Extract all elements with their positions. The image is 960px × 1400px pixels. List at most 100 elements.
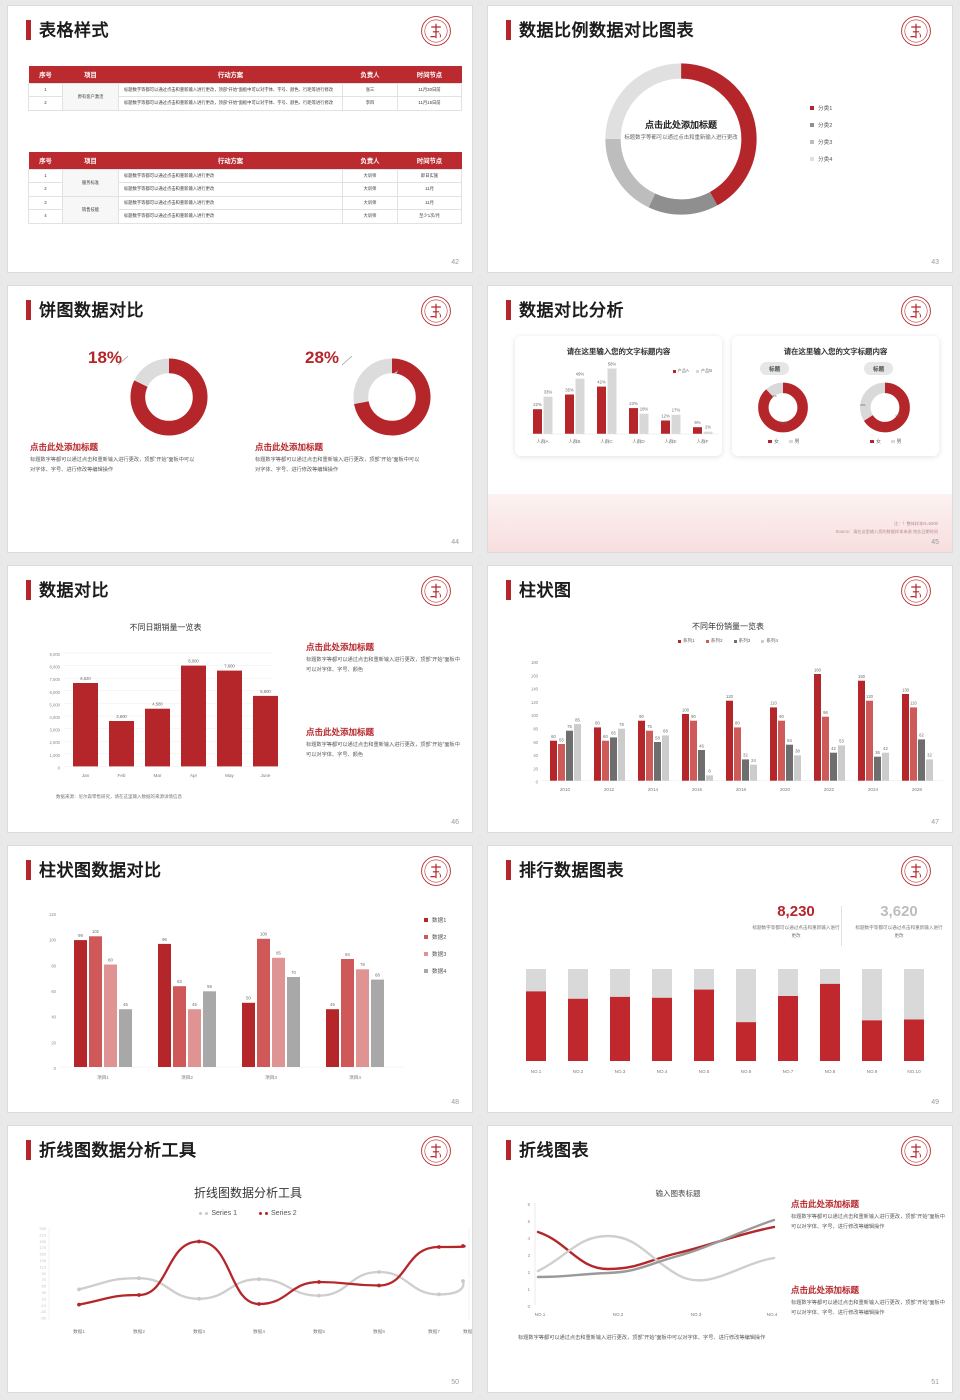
line-chart-no-series[interactable]: 6 5 4 3 2 1 0 NO.1 NO.2 NO.3 NO.4 bbox=[516, 1198, 781, 1323]
table-row[interactable]: 3 销售技能 标题数字等都可以通过点击和重新输入进行更改 大训师 11月 bbox=[28, 195, 462, 224]
donut-chart-gender-1[interactable]: 12% 88% bbox=[750, 380, 816, 435]
svg-text:49%: 49% bbox=[576, 372, 585, 377]
svg-text:100: 100 bbox=[49, 938, 57, 943]
svg-text:8,000: 8,000 bbox=[188, 659, 199, 664]
slide-cell-44[interactable]: 饼图数据对比 18% 点击此处添加标题 标题数字等都可以通过点击和重新输入进行更… bbox=[0, 280, 480, 560]
slide-cell-42[interactable]: 表格样式 序号 项目 行动方案 负责人 时间节点 1 原有客户激活 标题数字等都… bbox=[0, 0, 480, 280]
legend-item-3[interactable]: 分类3 bbox=[810, 138, 832, 146]
page-number: 47 bbox=[931, 819, 939, 826]
svg-text:35%: 35% bbox=[565, 387, 574, 392]
legend-marker bbox=[259, 1212, 268, 1215]
donut-chart-proportions[interactable] bbox=[596, 54, 766, 224]
table-row[interactable]: 1 服务标准 标题数字等都可以通过点击和重新输入进行更改 大训师 即日实施 bbox=[28, 168, 462, 197]
slide-43[interactable]: 数据比例数据对比图表 点击此处添加标题 标题数字等都可以通过点击和重新输入进行更… bbox=[488, 6, 952, 272]
card-bar-comparison[interactable]: 请在这里输入您的文字标题内容 产品A 产品B 22% 33% 35% 49% 4… bbox=[515, 336, 722, 456]
page-title: 折线图数据分析工具 bbox=[39, 1140, 197, 1160]
slide-42[interactable]: 表格样式 序号 项目 行动方案 负责人 时间节点 1 原有客户激活 标题数字等都… bbox=[8, 6, 472, 272]
slide-cell-46[interactable]: 数据对比 不同日期销量一览表 9,000 8,000 7,000 6,000 5… bbox=[0, 560, 480, 840]
legend-item-2[interactable]: 系列2 bbox=[705, 638, 723, 644]
card-gender-donuts[interactable]: 请在这里输入您的文字标题内容 标题 标题 12% 88% 34% 66% bbox=[732, 336, 939, 456]
table-row[interactable]: 2 标题数字等都可以通过点击和重新输入进行更改，顶部“开始”面板中可以对字体、字… bbox=[28, 96, 462, 111]
legend-item-1[interactable]: 系列1 bbox=[678, 638, 695, 644]
page-number: 42 bbox=[451, 259, 459, 266]
ranking-bar-chart[interactable]: NO.1 NO.2 NO.3 NO.4 NO.5 NO.6 NO.7 NO.8 … bbox=[518, 961, 938, 1086]
svg-text:Mar: Mar bbox=[154, 773, 162, 778]
slide-cell-51[interactable]: 折线图表 输入图表标题 6 5 4 3 2 1 0 NO.1 NO.2 NO.3 NO.4 bbox=[480, 1120, 960, 1400]
slide-cell-49[interactable]: 排行数据图表 8,230 标题数字等都可以通过点击和重新输入进行更改 3,620… bbox=[480, 840, 960, 1120]
cell-no: 2 bbox=[28, 96, 63, 111]
bar-chart-yearly-sales[interactable]: 180 160 140 120 100 80 60 40 20 0 60 55 … bbox=[512, 652, 952, 812]
slide-51[interactable]: 折线图表 输入图表标题 6 5 4 3 2 1 0 NO.1 NO.2 NO.3 NO.4 bbox=[488, 1126, 952, 1392]
legend-item-series2[interactable]: Series 2 bbox=[259, 1210, 297, 1217]
legend-male[interactable]: 男 bbox=[789, 438, 800, 445]
slide-49[interactable]: 排行数据图表 8,230 标题数字等都可以通过点击和重新输入进行更改 3,620… bbox=[488, 846, 952, 1112]
slide-cell-43[interactable]: 数据比例数据对比图表 点击此处添加标题 标题数字等都可以通过点击和重新输入进行更… bbox=[480, 0, 960, 280]
legend-female[interactable]: 女 bbox=[768, 438, 779, 445]
slide-46[interactable]: 数据对比 不同日期销量一览表 9,000 8,000 7,000 6,000 5… bbox=[8, 566, 472, 832]
donut-chart-18[interactable] bbox=[128, 356, 210, 438]
pill-label-1: 标题 bbox=[760, 362, 790, 375]
svg-text:160: 160 bbox=[531, 673, 539, 678]
cell-owner: 大训师 bbox=[342, 209, 398, 224]
donut-chart-gender-2[interactable]: 34% 66% bbox=[852, 380, 918, 435]
title-accent-bar bbox=[26, 580, 31, 600]
svg-text:85: 85 bbox=[575, 717, 580, 722]
legend-label: 系列3 bbox=[738, 638, 751, 643]
slide-cell-48[interactable]: 柱状图数据对比 120 100 80 60 40 20 0 99 102 80 … bbox=[0, 840, 480, 1120]
slide-cell-50[interactable]: 折线图数据分析工具 折线图数据分析工具 Series 1 Series 2 23… bbox=[0, 1120, 480, 1400]
slide-50[interactable]: 折线图数据分析工具 折线图数据分析工具 Series 1 Series 2 23… bbox=[8, 1126, 472, 1392]
svg-text:数据2: 数据2 bbox=[133, 1328, 145, 1335]
legend-item-2[interactable]: 分类2 bbox=[810, 121, 832, 129]
donut-label-12: 12% bbox=[771, 394, 777, 398]
legend-item-1[interactable]: 分类1 bbox=[810, 104, 832, 112]
legend-item-3[interactable]: 系列3 bbox=[733, 638, 751, 644]
bar-chart-project-comparison[interactable]: 120 100 80 60 40 20 0 99 102 80 45 项目1 9… bbox=[30, 904, 410, 1089]
donut-center-title: 点击此处添加标题 bbox=[644, 120, 717, 130]
svg-text:2: 2 bbox=[528, 1270, 531, 1275]
svg-text:63: 63 bbox=[177, 979, 182, 984]
slide-47[interactable]: 柱状图 不同年份销量一览表 系列1 系列2 系列3 系列4 180 160 14… bbox=[488, 566, 952, 832]
legend-item-4[interactable]: 数据4 bbox=[424, 967, 446, 975]
legend-item-3[interactable]: 数据3 bbox=[424, 950, 446, 958]
points-series-1 bbox=[77, 1270, 465, 1301]
cell-no: 1 bbox=[28, 82, 63, 98]
legend-male[interactable]: 男 bbox=[891, 438, 902, 445]
x-axis-labels: Jan Feb Mar Apr May June bbox=[82, 773, 271, 778]
donut-chart-28[interactable] bbox=[351, 356, 433, 438]
th-action: 行动方案 bbox=[118, 66, 343, 84]
legend-item-4[interactable]: 系列4 bbox=[761, 638, 778, 644]
gender-legend-1: 女 男 bbox=[746, 438, 822, 445]
slide-cell-45[interactable]: 数据对比分析 请在这里输入您的文字标题内容 产品A 产品B 22% 33% 35… bbox=[480, 280, 960, 560]
page-title: 表格样式 bbox=[39, 20, 109, 40]
svg-text:2026: 2026 bbox=[912, 787, 923, 792]
svg-text:110: 110 bbox=[40, 1264, 47, 1269]
line-light-gray bbox=[536, 1234, 776, 1282]
legend-item-b[interactable]: 产品B bbox=[695, 368, 712, 374]
legend-item-1[interactable]: 数据1 bbox=[424, 916, 446, 924]
legend-item-series1[interactable]: Series 1 bbox=[199, 1210, 237, 1217]
title-accent-bar bbox=[26, 20, 31, 40]
table-row[interactable]: 4 标题数字等都可以通过点击和重新输入进行更改 大训师 至少1次/月 bbox=[28, 209, 462, 224]
legend-female[interactable]: 女 bbox=[870, 438, 881, 445]
stat-divider bbox=[841, 906, 842, 946]
svg-text:June: June bbox=[261, 773, 271, 778]
legend-item-a[interactable]: 产品A bbox=[672, 368, 689, 374]
donut-legend: 分类1 分类2 分类3 分类4 bbox=[810, 104, 832, 172]
stat-desc: 标题数字等都可以通过点击和重新输入进行更改 bbox=[855, 925, 943, 939]
company-seal-logo-icon bbox=[901, 16, 931, 46]
cell-no: 3 bbox=[28, 195, 63, 211]
legend-item-2[interactable]: 数据2 bbox=[424, 933, 446, 941]
table-header-row: 序号 项目 行动方案 负责人 时间节点 bbox=[28, 152, 462, 170]
bar-chart-monthly-sales[interactable]: 9,000 8,000 7,000 6,000 5,000 4,000 3,00… bbox=[28, 644, 283, 794]
slide-44[interactable]: 饼图数据对比 18% 点击此处添加标题 标题数字等都可以通过点击和重新输入进行更… bbox=[8, 286, 472, 552]
legend-item-4[interactable]: 分类4 bbox=[810, 155, 832, 163]
cell-owner: 李四 bbox=[342, 96, 398, 111]
svg-text:20: 20 bbox=[533, 766, 538, 771]
slide-cell-47[interactable]: 柱状图 不同年份销量一览表 系列1 系列2 系列3 系列4 180 160 14… bbox=[480, 560, 960, 840]
slide-45[interactable]: 数据对比分析 请在这里输入您的文字标题内容 产品A 产品B 22% 33% 35… bbox=[488, 286, 952, 552]
bars-group: 22% 33% 35% 49% 42% 58% 23% 18% 12% 17% … bbox=[533, 362, 713, 434]
svg-text:1: 1 bbox=[528, 1287, 531, 1292]
table-row[interactable]: 1 原有客户激活 标题数字等都可以通过点击和重新输入进行更改，顶部“开始”面板中… bbox=[28, 82, 462, 111]
slide-48[interactable]: 柱状图数据对比 120 100 80 60 40 20 0 99 102 80 … bbox=[8, 846, 472, 1112]
